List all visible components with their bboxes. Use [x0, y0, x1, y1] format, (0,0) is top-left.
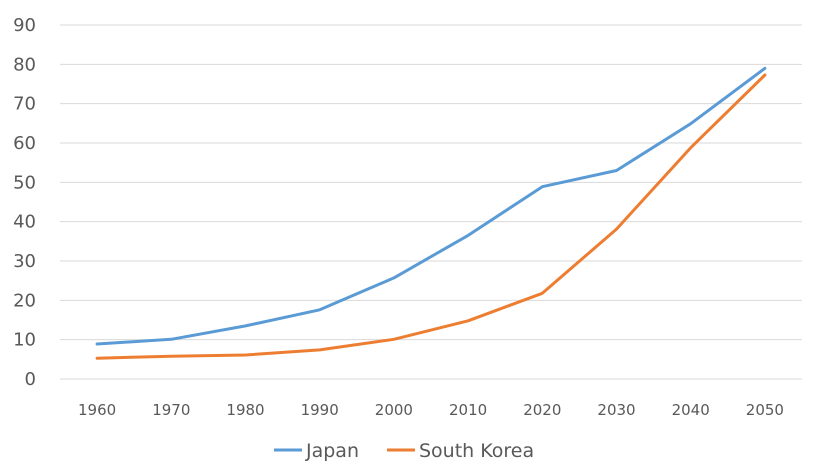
- x-tick-label: 1970: [152, 401, 190, 419]
- y-tick-label: 30: [13, 251, 36, 272]
- y-tick-label: 20: [13, 290, 36, 311]
- y-tick-label: 40: [13, 212, 36, 233]
- series-line-japan: [95, 66, 767, 346]
- legend-label: Japan: [305, 440, 359, 462]
- x-tick-label: 2020: [523, 401, 561, 419]
- y-axis-tick-labels: 0 10 20 30 40 50 60 70 80 90: [13, 15, 36, 390]
- x-tick-label: 2050: [746, 401, 784, 419]
- x-tick-label: 1960: [78, 401, 116, 419]
- y-tick-label: 60: [13, 133, 36, 154]
- x-tick-label: 1980: [226, 401, 264, 419]
- series-line-south-korea: [95, 73, 767, 360]
- gridlines: [60, 24, 802, 341]
- y-tick-label: 0: [25, 369, 36, 390]
- x-axis-tick-labels: 1960 1970 1980 1990 2000 2010 2020 2030 2040 2050: [78, 401, 784, 419]
- y-tick-label: 10: [13, 330, 36, 351]
- x-tick-label: 2030: [597, 401, 635, 419]
- x-tick-label: 2040: [672, 401, 710, 419]
- series-lines: [95, 66, 767, 360]
- legend: Japan South Korea: [274, 440, 534, 462]
- y-tick-label: 50: [13, 172, 36, 193]
- x-tick-label: 2000: [375, 401, 413, 419]
- x-tick-label: 1990: [301, 401, 339, 419]
- y-tick-label: 80: [13, 54, 36, 75]
- y-tick-label: 70: [13, 94, 36, 115]
- x-tick-label: 2010: [449, 401, 487, 419]
- legend-label: South Korea: [419, 440, 534, 462]
- y-tick-label: 90: [13, 15, 36, 36]
